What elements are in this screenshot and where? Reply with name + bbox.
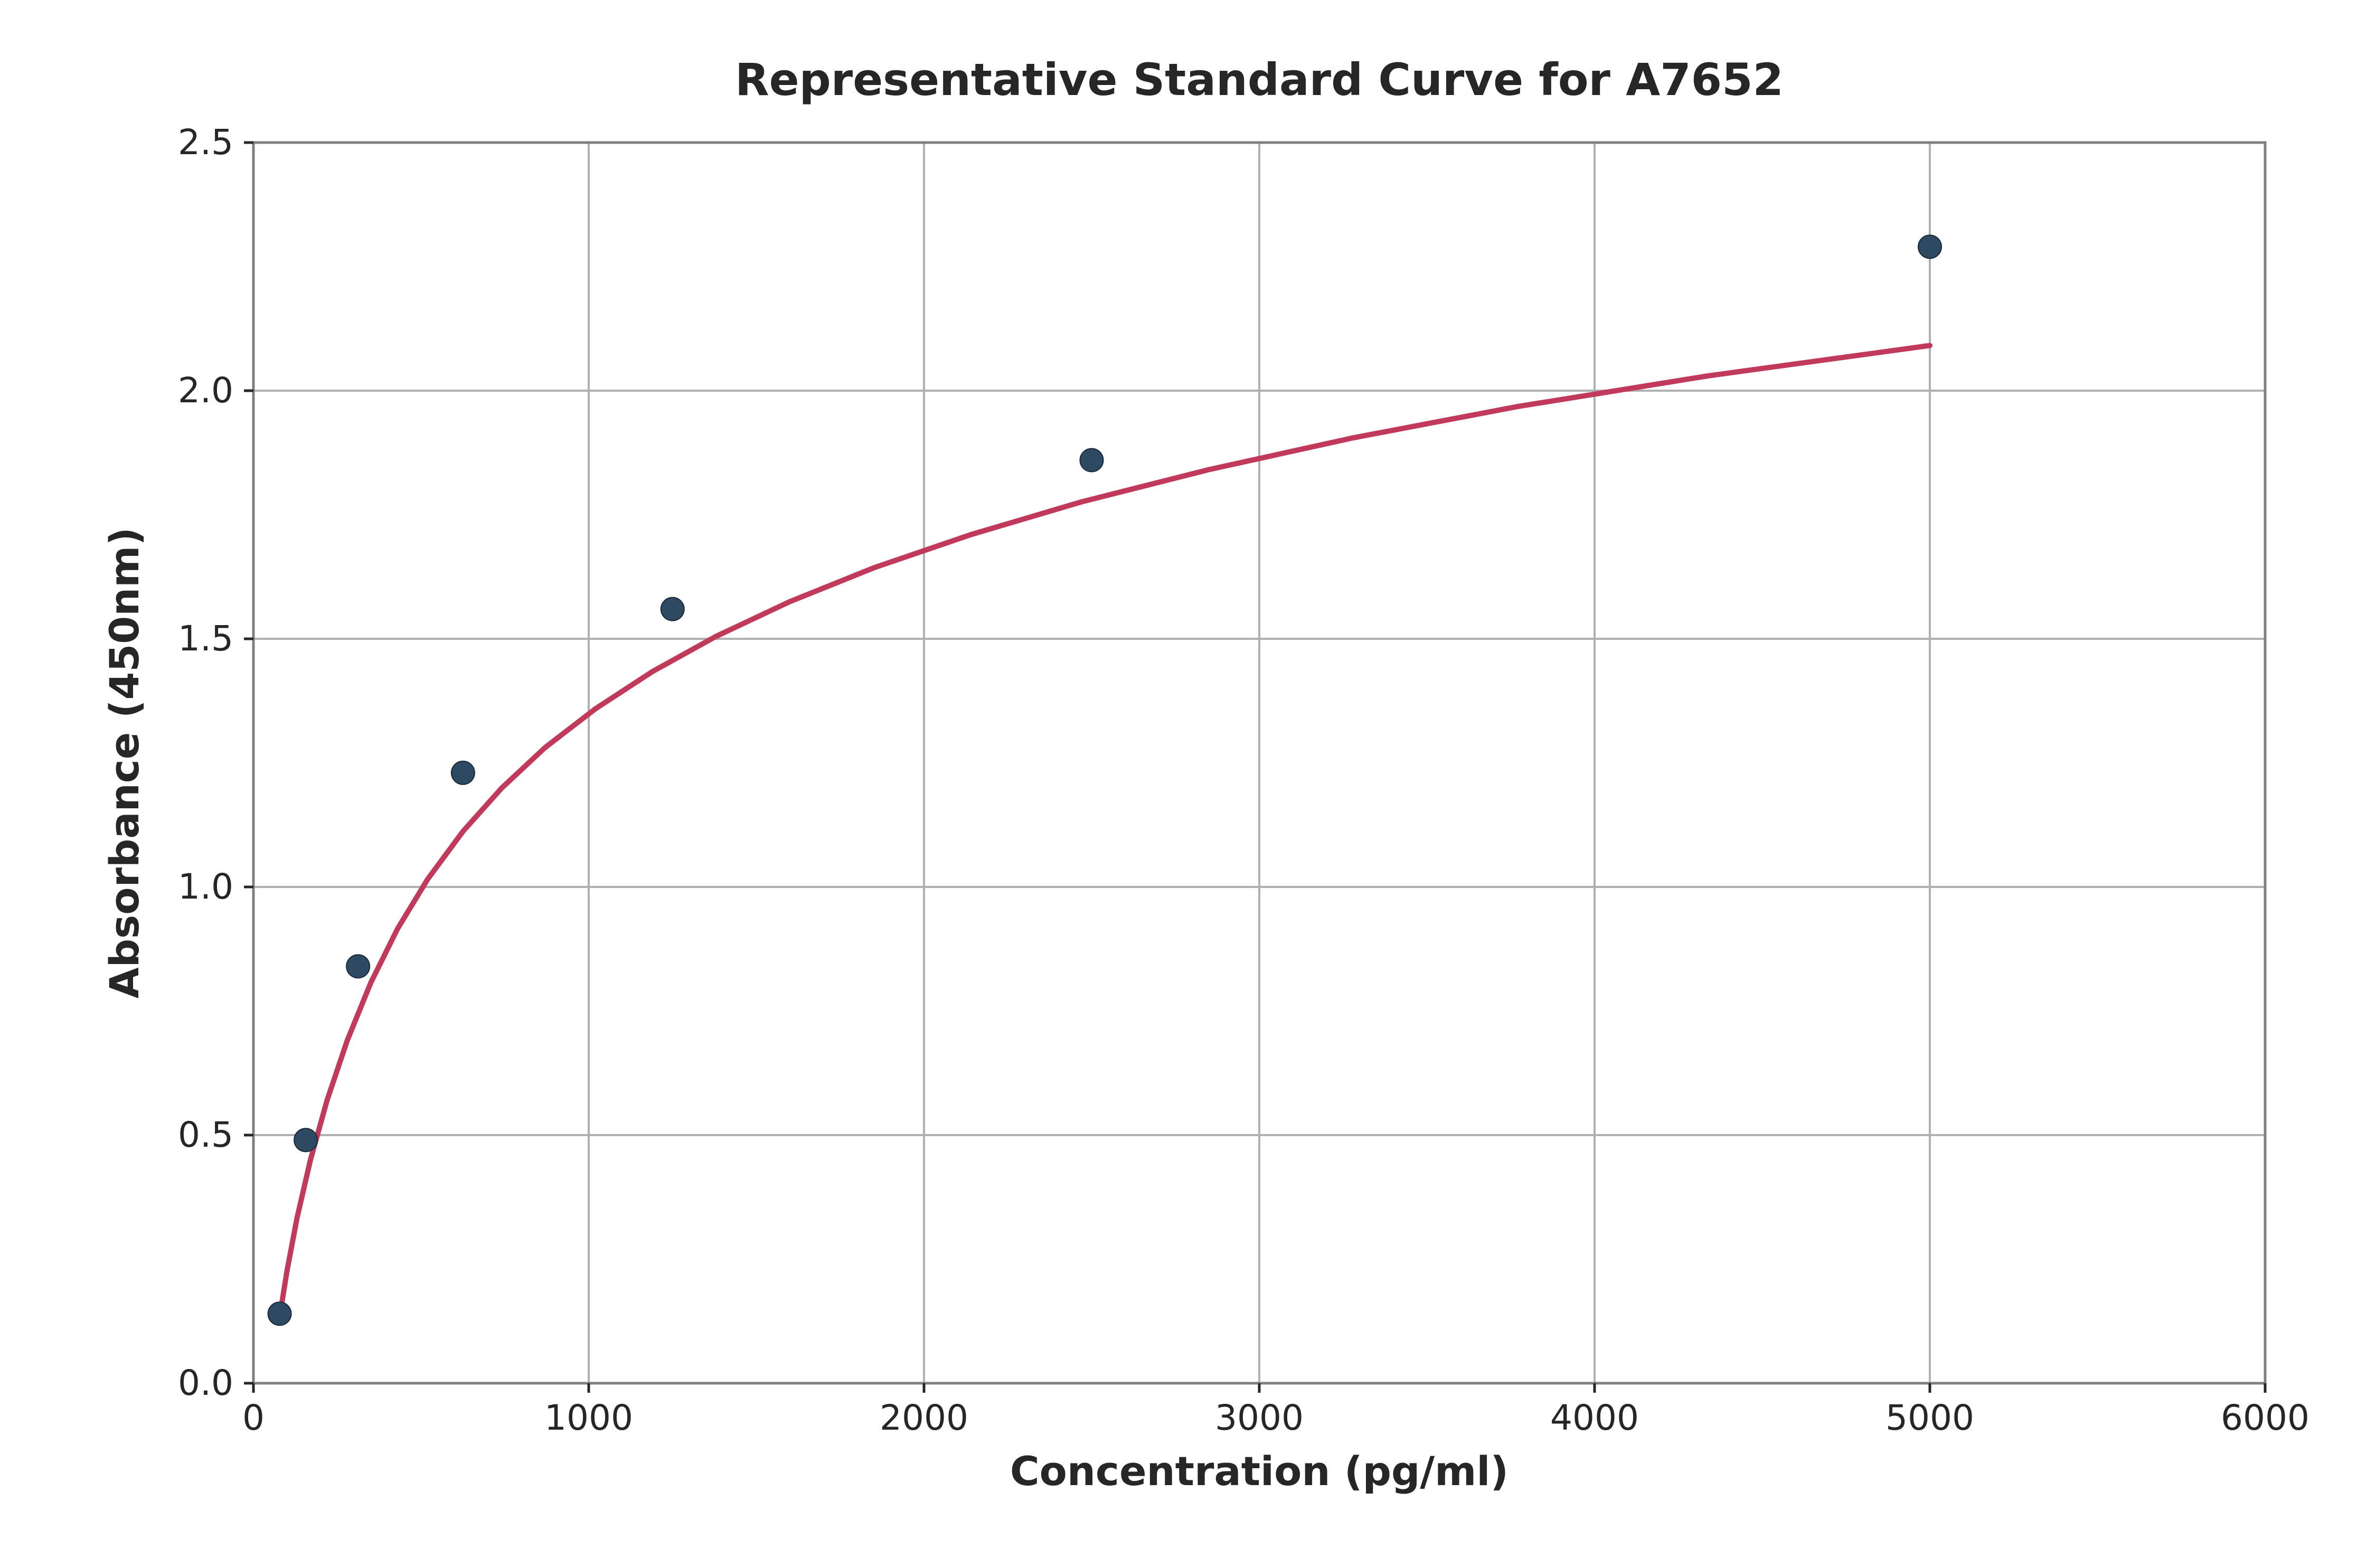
- y-tick-label: 2.5: [178, 122, 233, 163]
- x-axis-label: Concentration (pg/ml): [1010, 1448, 1508, 1495]
- data-point: [1080, 449, 1104, 472]
- chart-svg: 0 1000 2000 3000 4000 5000 6000 0.0 0.5 1.0 1.5 2.0…: [0, 0, 2376, 1568]
- x-tick-label: 0: [242, 1397, 265, 1438]
- y-tick-label: 0.0: [178, 1363, 233, 1403]
- chart-container: 0 1000 2000 3000 4000 5000 6000 0.0 0.5 1.0 1.5 2.0…: [0, 0, 2376, 1568]
- data-point: [661, 598, 684, 621]
- data-point: [294, 1128, 317, 1151]
- data-point: [451, 761, 475, 785]
- x-tick-label: 5000: [1885, 1397, 1974, 1438]
- data-point: [1918, 235, 1941, 258]
- x-tick-label: 4000: [1550, 1397, 1639, 1438]
- y-tick-label: 0.5: [178, 1114, 233, 1155]
- y-tick-label: 1.5: [178, 618, 233, 659]
- x-tick-label: 3000: [1215, 1397, 1304, 1438]
- data-point: [268, 1302, 291, 1325]
- x-tick-label: 6000: [2221, 1397, 2309, 1438]
- chart-title: Representative Standard Curve for A7652: [735, 54, 1784, 106]
- y-axis-label: Absorbance (450nm): [101, 527, 148, 998]
- x-tick-label: 2000: [880, 1397, 968, 1438]
- y-tick-label: 1.0: [178, 866, 233, 907]
- y-tick-label: 2.0: [178, 370, 233, 411]
- data-point: [346, 955, 370, 978]
- x-tick-label: 1000: [544, 1397, 633, 1438]
